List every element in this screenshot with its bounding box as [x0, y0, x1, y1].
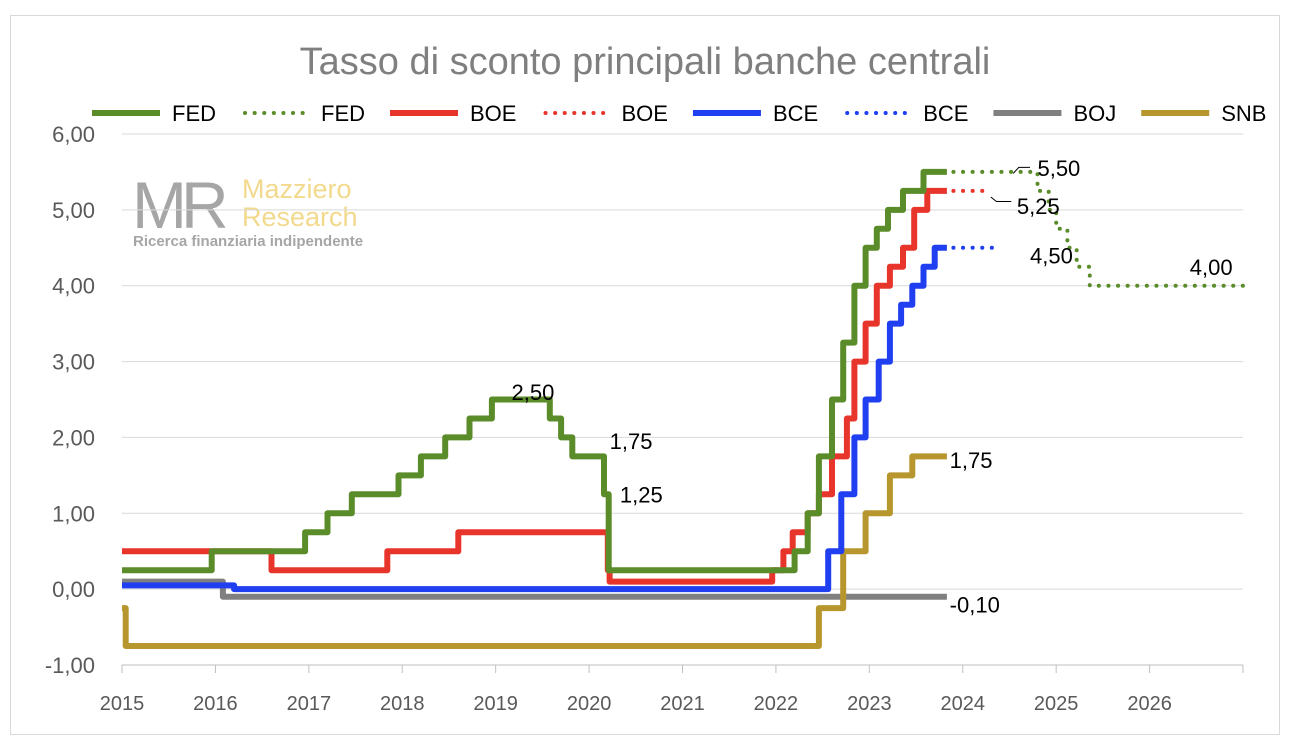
x-tick-label: 2025: [1034, 693, 1079, 715]
logo-tagline: Ricerca finanziaria indipendente: [133, 233, 363, 250]
x-tick-label: 2017: [287, 693, 332, 715]
y-tick-label: 5,00: [52, 198, 95, 223]
x-tick-label: 2021: [660, 693, 705, 715]
legend-label: BOE: [470, 101, 516, 126]
x-tick-label: 2015: [100, 693, 145, 715]
y-tick-label: 0,00: [52, 577, 95, 602]
data-label: 5,50: [1037, 156, 1080, 181]
x-tick-label: 2016: [193, 693, 238, 715]
legend-label: FED: [321, 101, 365, 126]
x-tick-label: 2018: [380, 693, 425, 715]
chart-frame: [10, 15, 1280, 735]
legend-label: SNB: [1221, 101, 1266, 126]
legend-label: BOE: [621, 101, 667, 126]
logo-brand-line1: Mazziero: [242, 174, 352, 204]
annotation-leader: [990, 196, 1012, 202]
legend: FED FED BOE BOE BCE BCE BOJ SNB: [92, 101, 1266, 126]
series-line-fed: [122, 168, 947, 574]
data-label: 1,75: [950, 448, 993, 473]
y-tick-label: -1,00: [45, 653, 95, 678]
y-tick-label: 1,00: [52, 501, 95, 526]
data-label: 1,25: [620, 482, 663, 507]
x-tick-label: 2019: [473, 693, 518, 715]
legend-label: BOJ: [1073, 101, 1116, 126]
data-label: 4,50: [1030, 243, 1073, 268]
data-label: 1,75: [610, 429, 653, 454]
data-label: 4,00: [1190, 255, 1233, 280]
x-tick-label: 2023: [847, 693, 892, 715]
y-tick-label: 6,00: [52, 122, 95, 147]
series-line-fed-dotted: [951, 169, 1245, 288]
x-tick-label: 2022: [754, 693, 799, 715]
series-line-boj: [122, 578, 947, 600]
legend-label: BCE: [923, 101, 968, 126]
x-tick-label: 2024: [941, 693, 986, 715]
y-tick-label: 4,00: [52, 274, 95, 299]
y-tick-label: 2,00: [52, 425, 95, 450]
legend-label: BCE: [773, 101, 818, 126]
chart-title: Tasso di sconto principali banche centra…: [300, 41, 991, 83]
series-group: [122, 168, 1245, 649]
logo-brand-line2: Research: [242, 202, 358, 232]
annotations-group: 2,50 1,75 1,25 5,50 5,25 4,50 4,00 1,75 -0,10: [512, 156, 1233, 617]
legend-label: FED: [172, 101, 216, 126]
x-tick-label: 2026: [1127, 693, 1172, 715]
data-label: 2,50: [512, 380, 555, 405]
data-label: -0,10: [950, 592, 1000, 617]
x-axis: 2015 2016 2017 2018 2019 2020 2021 2022 2023 2024…: [100, 664, 1244, 715]
annotation-leader: [1012, 166, 1030, 174]
y-axis-ticks: -1,00 0,00 1,00 2,00 3,00 4,00 5,00 6,00: [45, 122, 95, 678]
watermark-logo: MR Mazziero Research Ricerca finanziaria…: [132, 168, 363, 250]
data-label: 5,25: [1017, 194, 1060, 219]
series-line-bce: [122, 244, 947, 593]
x-tick-label: 2020: [567, 693, 612, 715]
logo-mark: MR: [132, 168, 226, 242]
y-tick-label: 3,00: [52, 350, 95, 375]
series-line-snb: [122, 453, 947, 649]
